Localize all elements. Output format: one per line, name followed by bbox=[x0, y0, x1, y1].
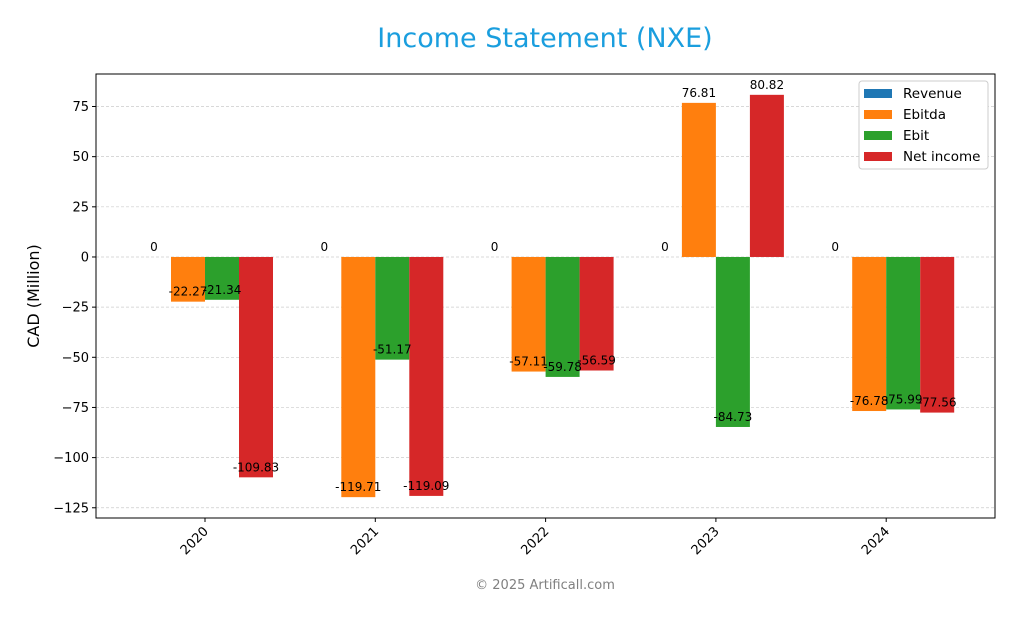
data-label: -57.11 bbox=[509, 355, 548, 369]
data-label: 0 bbox=[150, 240, 158, 254]
bar-net-income bbox=[749, 94, 784, 257]
bar-ebit bbox=[205, 256, 239, 300]
data-label: -119.71 bbox=[335, 480, 381, 494]
legend-box bbox=[858, 80, 989, 170]
y-tick-label: 0 bbox=[81, 250, 89, 265]
data-label: -56.59 bbox=[577, 354, 616, 368]
bar-ebit bbox=[886, 256, 921, 410]
data-label: -77.56 bbox=[918, 396, 957, 410]
data-label: -75.99 bbox=[884, 392, 923, 406]
y-tick-label: −25 bbox=[62, 301, 89, 316]
y-axis-label: CAD (Million) bbox=[24, 244, 43, 348]
legend: Revenue Ebitda Ebit Net income bbox=[858, 80, 989, 170]
bar-net-income bbox=[579, 256, 614, 371]
legend-swatch bbox=[864, 152, 892, 161]
y-tick-label: 25 bbox=[72, 200, 89, 215]
y-tick-label: −125 bbox=[53, 501, 89, 516]
data-label: 0 bbox=[320, 240, 328, 254]
legend-swatch bbox=[864, 89, 892, 98]
bar-ebitda bbox=[341, 256, 376, 498]
x-tick-label: 2020 bbox=[178, 524, 212, 558]
bar-net-income bbox=[409, 256, 444, 496]
data-label: -109.83 bbox=[233, 460, 279, 474]
data-label: -84.73 bbox=[714, 410, 753, 424]
bar-ebitda bbox=[681, 102, 716, 257]
legend-swatch bbox=[864, 131, 892, 140]
x-tick-label: 2022 bbox=[518, 524, 552, 558]
bar-net-income bbox=[920, 256, 955, 413]
legend-label: Net income bbox=[903, 149, 980, 165]
data-label: 76.81 bbox=[682, 86, 716, 100]
data-label: -51.17 bbox=[373, 343, 412, 357]
bar-ebitda bbox=[852, 256, 887, 412]
y-tick-label: −50 bbox=[62, 351, 89, 366]
y-tick-label: 50 bbox=[72, 150, 89, 165]
data-label: 80.82 bbox=[750, 78, 784, 92]
bar-ebit bbox=[715, 256, 750, 427]
y-tick-label: 75 bbox=[72, 100, 89, 115]
x-tick-label: 2024 bbox=[859, 524, 893, 558]
data-label: -76.78 bbox=[850, 394, 889, 408]
data-label: -59.78 bbox=[543, 360, 582, 374]
legend-label: Ebitda bbox=[903, 107, 946, 123]
legend-swatch bbox=[864, 110, 892, 119]
data-label: -21.34 bbox=[203, 283, 242, 297]
bar-ebit bbox=[375, 256, 410, 360]
y-tick-label: −100 bbox=[53, 451, 89, 466]
watermark: © 2025 Artificall.com bbox=[475, 578, 615, 593]
x-tick-label: 2021 bbox=[348, 524, 382, 558]
data-label: 0 bbox=[831, 240, 839, 254]
x-tick-label: 2023 bbox=[689, 524, 723, 558]
data-label: 0 bbox=[491, 240, 499, 254]
bar-net-income bbox=[239, 256, 273, 478]
chart-title: Income Statement (NXE) bbox=[377, 23, 712, 54]
legend-label: Revenue bbox=[903, 86, 962, 102]
bar-ebit bbox=[545, 256, 580, 377]
legend-label: Ebit bbox=[903, 128, 929, 144]
data-label: -22.27 bbox=[169, 285, 208, 299]
bar-ebitda bbox=[171, 256, 205, 302]
bar-ebitda bbox=[511, 256, 546, 372]
data-label: 0 bbox=[661, 240, 669, 254]
y-tick-label: −75 bbox=[62, 401, 89, 416]
data-label: -119.09 bbox=[403, 479, 449, 493]
